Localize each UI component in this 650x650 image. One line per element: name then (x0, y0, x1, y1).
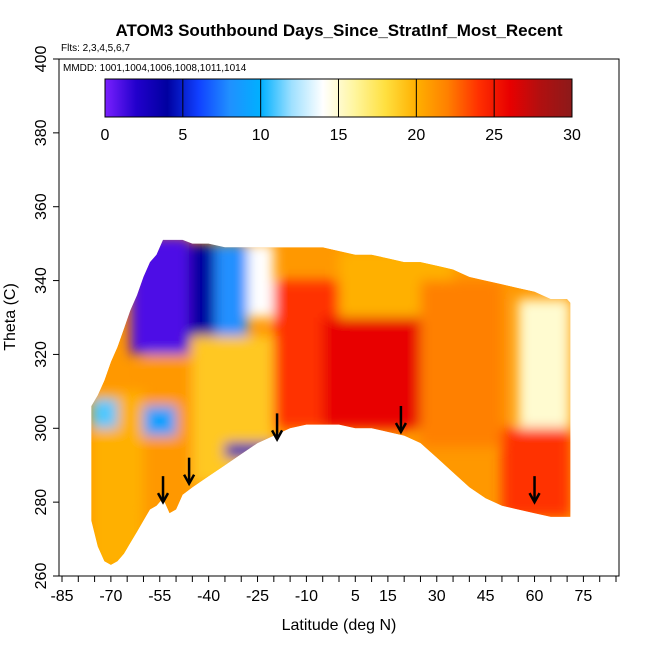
y-axis: 260 280 300 320 340 360 380 400 (33, 46, 59, 590)
colorbar-tick-label: 5 (178, 127, 187, 144)
heatmap-clip-group (91, 239, 571, 565)
x-tick-label: -40 (197, 588, 220, 605)
x-tick-label: -55 (148, 588, 171, 605)
x-tick-label: 60 (526, 588, 544, 605)
y-tick-label: 380 (33, 119, 50, 146)
colorbar-tick-label: 20 (407, 127, 425, 144)
y-tick-label: 320 (33, 341, 50, 368)
heatmap-cell (130, 239, 190, 355)
arrow-markers (156, 405, 541, 505)
heatmap-cell (224, 443, 274, 458)
colorbar-tick-label: 10 (252, 127, 270, 144)
x-tick-label: -25 (246, 588, 269, 605)
colorbar-tick-label: 15 (330, 127, 348, 144)
y-tick-label: 340 (33, 267, 50, 294)
y-tick-label: 300 (33, 415, 50, 442)
x-tick-label: -70 (99, 588, 122, 605)
y-tick-label: 260 (33, 563, 50, 590)
x-axis-title: Latitude (deg N) (282, 617, 397, 634)
heatmap-cell (420, 280, 502, 447)
heatmap-cell (322, 317, 421, 429)
y-tick-label: 360 (33, 193, 50, 220)
colorbar-tick-label: 0 (101, 127, 110, 144)
heatmap-cell (192, 335, 274, 484)
y-axis-title: Theta (C) (2, 283, 19, 351)
x-axis: -85 -70 -55 -40 -25 -10 5 15 30 45 60 75 (50, 576, 617, 605)
arrow-marker (394, 405, 408, 435)
heatmap-cells (91, 239, 571, 565)
y-tick-label: 400 (33, 46, 50, 73)
x-tick-label: -10 (295, 588, 318, 605)
heatmap-cell (91, 398, 118, 429)
x-tick-label: 75 (575, 588, 593, 605)
heatmap-cell (143, 406, 177, 436)
x-tick-label: 5 (351, 588, 360, 605)
arrow-marker (528, 476, 541, 505)
heatmap-cell (189, 243, 216, 336)
heatmap-cell (501, 428, 571, 517)
heatmap-cell (247, 243, 274, 318)
x-tick-label: 30 (428, 588, 446, 605)
x-tick-label: -85 (50, 588, 73, 605)
y-tick-label: 280 (33, 489, 50, 516)
x-tick-label: 15 (379, 588, 397, 605)
arrow-marker (156, 476, 170, 505)
colorbar-tick-label: 25 (485, 127, 503, 144)
flights-note: Flts: 2,3,4,5,6,7 (61, 43, 130, 54)
mmdd-note: MMDD: 1001,1004,1006,1008,1011,1014 (63, 63, 247, 74)
colorbar: 0 5 10 15 20 25 30 (101, 78, 581, 144)
arrow-marker (270, 413, 284, 442)
colorbar-tick-label: 30 (563, 127, 581, 144)
heatmap-cell (518, 299, 571, 429)
heatmap-cell (215, 243, 248, 355)
colorbar-ticks: 0 5 10 15 20 25 30 (101, 79, 581, 144)
x-tick-label: 45 (477, 588, 495, 605)
arrow-marker (183, 457, 196, 487)
chart-title: ATOM3 Southbound Days_Since_StratInf_Mos… (115, 21, 562, 40)
heatmap-layer (91, 239, 571, 565)
